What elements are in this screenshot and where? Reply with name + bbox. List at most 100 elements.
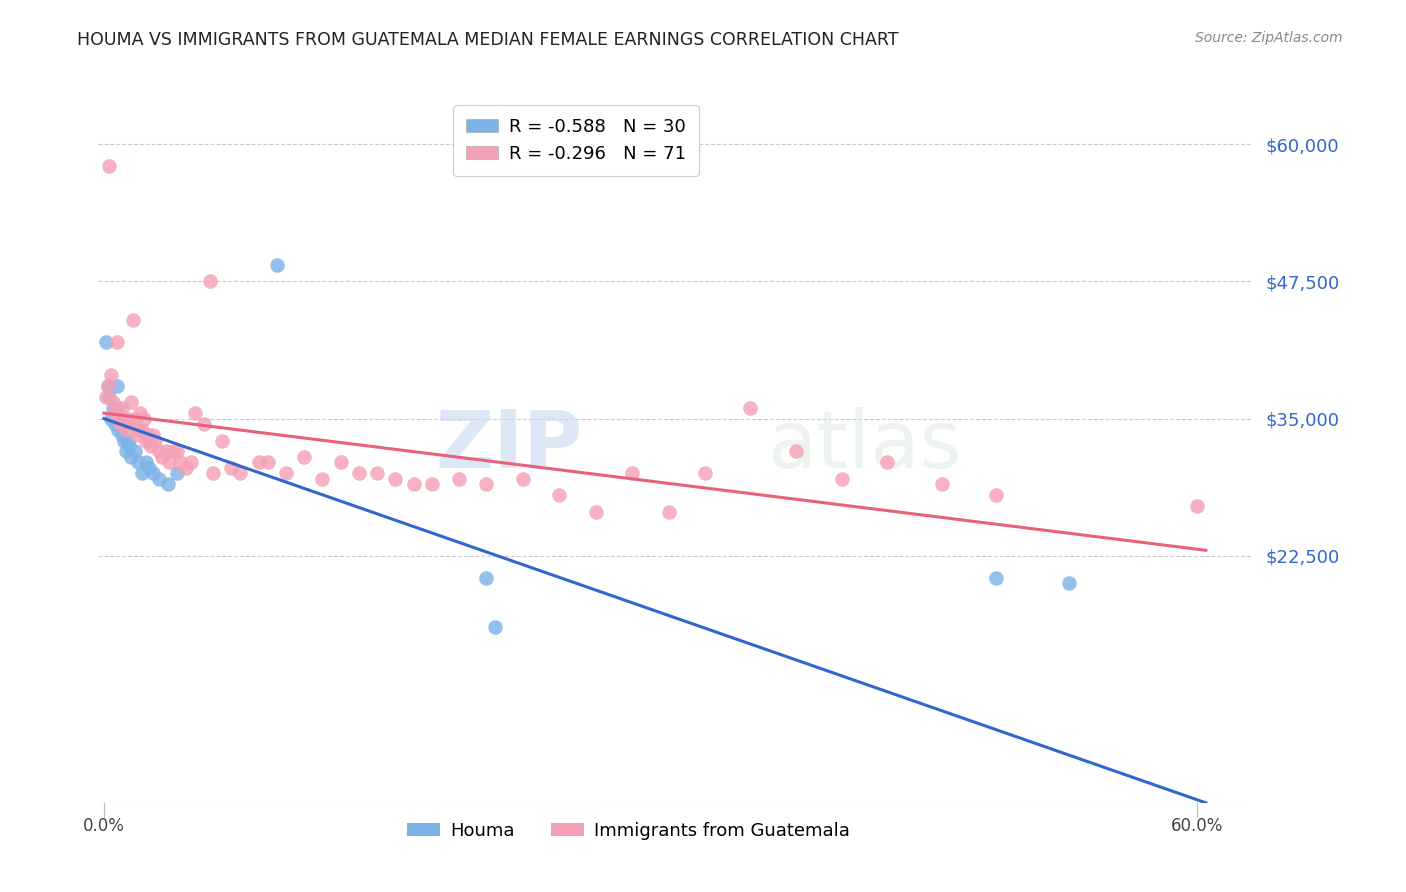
Point	[124, 411, 146, 425]
Point	[169, 455, 191, 469]
Point	[384, 472, 406, 486]
Legend: Houma, Immigrants from Guatemala: Houma, Immigrants from Guatemala	[399, 815, 858, 847]
Point	[876, 455, 898, 469]
Point	[98, 390, 121, 404]
Point	[1057, 576, 1080, 591]
Point	[621, 467, 644, 481]
Point	[101, 401, 124, 415]
Point	[785, 444, 807, 458]
Point	[129, 406, 152, 420]
Point	[98, 159, 121, 173]
Point	[311, 472, 333, 486]
Point	[931, 477, 953, 491]
Point	[143, 434, 166, 448]
Point	[131, 423, 153, 437]
Point	[111, 428, 134, 442]
Point	[104, 406, 127, 420]
Point	[105, 334, 128, 349]
Point	[124, 444, 146, 458]
Point	[266, 258, 288, 272]
Point	[138, 434, 160, 448]
Point	[142, 428, 165, 442]
Point	[122, 312, 145, 326]
Point	[135, 434, 157, 448]
Point	[142, 467, 165, 481]
Point	[402, 477, 425, 491]
Point	[125, 428, 148, 442]
Text: atlas: atlas	[768, 407, 962, 485]
Point	[96, 378, 118, 392]
Point	[127, 455, 149, 469]
Point	[104, 406, 127, 420]
Point	[447, 472, 470, 486]
Point	[131, 467, 153, 481]
Point	[156, 477, 179, 491]
Point	[211, 434, 233, 448]
Point	[740, 401, 762, 415]
Point	[136, 428, 159, 442]
Point	[198, 274, 221, 288]
Point	[94, 334, 117, 349]
Point	[107, 423, 129, 437]
Point	[120, 395, 142, 409]
Point	[475, 571, 498, 585]
Point	[166, 444, 188, 458]
Point	[118, 439, 141, 453]
Point	[585, 505, 607, 519]
Point	[193, 417, 215, 431]
Point	[141, 439, 163, 453]
Point	[112, 434, 135, 448]
Point	[111, 401, 134, 415]
Point	[94, 390, 117, 404]
Point	[100, 368, 122, 382]
Point	[166, 467, 188, 481]
Point	[120, 450, 142, 464]
Point	[150, 450, 173, 464]
Point	[100, 411, 122, 425]
Point	[986, 571, 1008, 585]
Point	[221, 461, 243, 475]
Text: ZIP: ZIP	[436, 407, 582, 485]
Point	[180, 455, 202, 469]
Point	[329, 455, 352, 469]
Point	[96, 378, 118, 392]
Point	[247, 455, 270, 469]
Point	[155, 444, 177, 458]
Point	[229, 467, 252, 481]
Point	[107, 411, 129, 425]
Point	[101, 395, 124, 409]
Point	[184, 406, 207, 420]
Text: HOUMA VS IMMIGRANTS FROM GUATEMALA MEDIAN FEMALE EARNINGS CORRELATION CHART: HOUMA VS IMMIGRANTS FROM GUATEMALA MEDIA…	[77, 31, 898, 49]
Point	[114, 444, 136, 458]
Point	[112, 411, 135, 425]
Point	[110, 417, 132, 431]
Point	[274, 467, 297, 481]
Point	[117, 434, 139, 448]
Point	[202, 467, 225, 481]
Point	[657, 505, 679, 519]
Point	[831, 472, 853, 486]
Point	[366, 467, 388, 481]
Point	[292, 450, 315, 464]
Point	[1185, 500, 1208, 514]
Point	[138, 461, 160, 475]
Point	[159, 455, 181, 469]
Point	[110, 411, 132, 425]
Point	[127, 423, 149, 437]
Point	[693, 467, 716, 481]
Point	[132, 411, 155, 425]
Point	[118, 417, 141, 431]
Point	[475, 477, 498, 491]
Point	[148, 444, 170, 458]
Point	[986, 488, 1008, 502]
Point	[548, 488, 571, 502]
Point	[512, 472, 534, 486]
Point	[484, 620, 506, 634]
Point	[117, 411, 139, 425]
Point	[104, 417, 127, 431]
Point	[256, 455, 278, 469]
Point	[347, 467, 370, 481]
Point	[162, 444, 184, 458]
Point	[135, 455, 157, 469]
Point	[105, 378, 128, 392]
